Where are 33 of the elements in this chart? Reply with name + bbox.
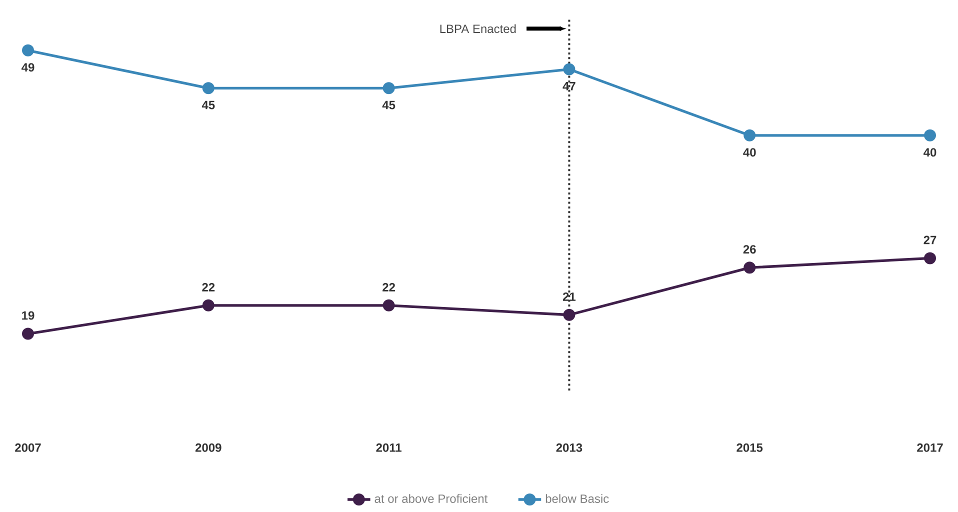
x-tick-label: 2015 xyxy=(736,443,763,452)
data-label: 45 xyxy=(382,100,396,110)
data-label: 19 xyxy=(22,311,34,320)
x-tick-label: 2009 xyxy=(195,443,222,452)
point xyxy=(382,82,395,94)
point xyxy=(202,82,214,94)
point xyxy=(744,129,756,142)
x-tick-label: 2007 xyxy=(15,443,41,452)
data-label: 21 xyxy=(562,292,576,301)
point xyxy=(382,299,395,312)
point xyxy=(22,328,34,340)
data-label: 22 xyxy=(382,283,395,292)
point xyxy=(22,44,34,56)
point xyxy=(563,63,576,76)
ref-line-label: LBPA Enacted xyxy=(440,24,516,34)
data-label: 40 xyxy=(743,148,756,157)
x-tick-label: 2013 xyxy=(556,443,582,452)
data-label: 45 xyxy=(202,100,215,110)
point xyxy=(924,129,936,142)
data-label: 22 xyxy=(202,283,215,292)
data-label: 40 xyxy=(924,148,936,157)
x-tick-label: 2011 xyxy=(376,443,402,452)
point xyxy=(924,252,936,264)
data-label: 47 xyxy=(562,82,576,90)
data-label: 27 xyxy=(924,236,936,244)
point xyxy=(563,308,576,321)
x-tick-label: 2017 xyxy=(917,443,943,452)
legend-label: at or above Proficient xyxy=(374,494,488,503)
point xyxy=(744,262,756,274)
data-label: 49 xyxy=(22,63,34,72)
legend-label: below Basic xyxy=(546,494,609,503)
data-label: 26 xyxy=(743,245,756,254)
point xyxy=(202,299,214,312)
